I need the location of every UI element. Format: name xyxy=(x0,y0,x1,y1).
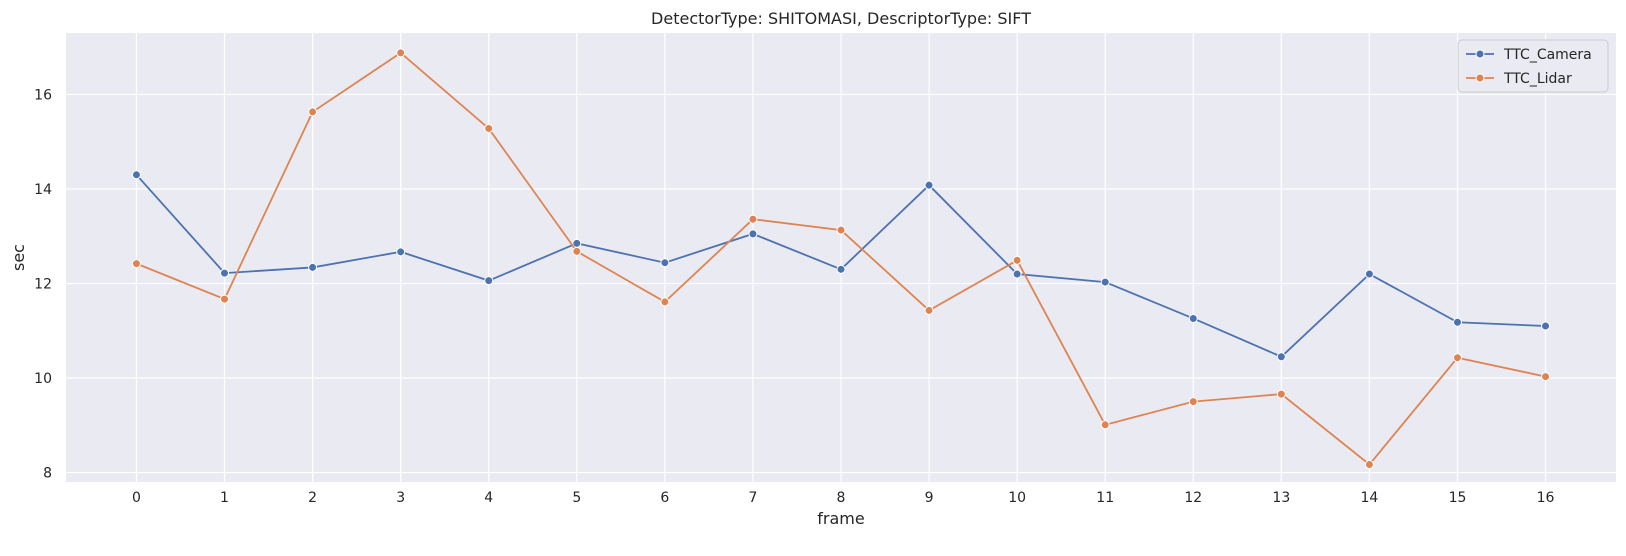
x-tick-label: 13 xyxy=(1272,490,1290,506)
data-point xyxy=(1276,352,1286,362)
data-point xyxy=(308,262,318,272)
y-tick-label: 16 xyxy=(34,87,52,103)
y-tick-label: 14 xyxy=(34,182,52,198)
legend-label: TTC_Lidar xyxy=(1503,71,1572,87)
legend-item: TTC_Lidar xyxy=(1466,71,1572,87)
x-tick-label: 6 xyxy=(660,490,669,506)
data-point xyxy=(924,305,934,315)
x-tick-label: 10 xyxy=(1008,490,1026,506)
data-point xyxy=(1541,372,1551,382)
data-point xyxy=(1452,317,1462,327)
x-tick-label: 15 xyxy=(1449,490,1467,506)
x-tick-label: 9 xyxy=(925,490,934,506)
legend-label: TTC_Camera xyxy=(1503,47,1592,63)
y-tick-label: 8 xyxy=(43,466,52,482)
data-point xyxy=(1452,353,1462,363)
data-point xyxy=(1188,397,1198,407)
data-point xyxy=(220,268,230,278)
data-point xyxy=(396,247,406,257)
x-tick-label: 12 xyxy=(1184,490,1202,506)
x-tick-label: 0 xyxy=(132,490,141,506)
data-point xyxy=(484,276,494,286)
chart-title: DetectorType: SHITOMASI, DescriptorType:… xyxy=(651,9,1031,28)
x-tick-label: 16 xyxy=(1537,490,1555,506)
y-axis-label: sec xyxy=(9,244,28,271)
x-tick-label: 11 xyxy=(1096,490,1114,506)
x-tick-label: 5 xyxy=(572,490,581,506)
data-point xyxy=(1364,460,1374,470)
legend-marker xyxy=(1475,73,1485,83)
y-tick-label: 12 xyxy=(34,276,52,292)
x-tick-label: 1 xyxy=(220,490,229,506)
legend-box xyxy=(1457,39,1609,93)
data-point xyxy=(1012,255,1022,265)
data-point xyxy=(1541,321,1551,331)
data-point xyxy=(396,48,406,58)
x-tick-label: 3 xyxy=(396,490,405,506)
data-point xyxy=(1188,313,1198,323)
legend-marker xyxy=(1475,49,1485,59)
data-point xyxy=(308,107,318,117)
data-point xyxy=(131,259,141,269)
data-point xyxy=(748,229,758,239)
series-ttc-lidar xyxy=(131,48,1551,470)
legend-item: TTC_Camera xyxy=(1466,47,1592,63)
data-point xyxy=(1276,389,1286,399)
legend: TTC_Camera TTC_Lidar xyxy=(1457,39,1609,93)
data-point xyxy=(1364,269,1374,279)
data-point xyxy=(836,225,846,235)
data-point xyxy=(1100,420,1110,430)
data-point xyxy=(924,180,934,190)
x-axis-label: frame xyxy=(817,509,864,528)
x-tick-label: 14 xyxy=(1360,490,1378,506)
data-point xyxy=(131,170,141,180)
data-point xyxy=(484,123,494,133)
data-point xyxy=(748,214,758,224)
x-tick-label: 7 xyxy=(748,490,757,506)
data-point xyxy=(1012,269,1022,279)
x-tick-label: 4 xyxy=(484,490,493,506)
data-point xyxy=(220,294,230,304)
series-ttc-camera xyxy=(131,170,1551,362)
x-tick-label: 2 xyxy=(308,490,317,506)
data-point xyxy=(572,246,582,256)
data-point xyxy=(1100,277,1110,287)
series-layer xyxy=(131,48,1551,470)
data-point xyxy=(836,264,846,274)
data-point xyxy=(660,258,670,268)
x-tick-label: 8 xyxy=(837,490,846,506)
y-tick-label: 10 xyxy=(34,371,52,387)
data-point xyxy=(660,297,670,307)
